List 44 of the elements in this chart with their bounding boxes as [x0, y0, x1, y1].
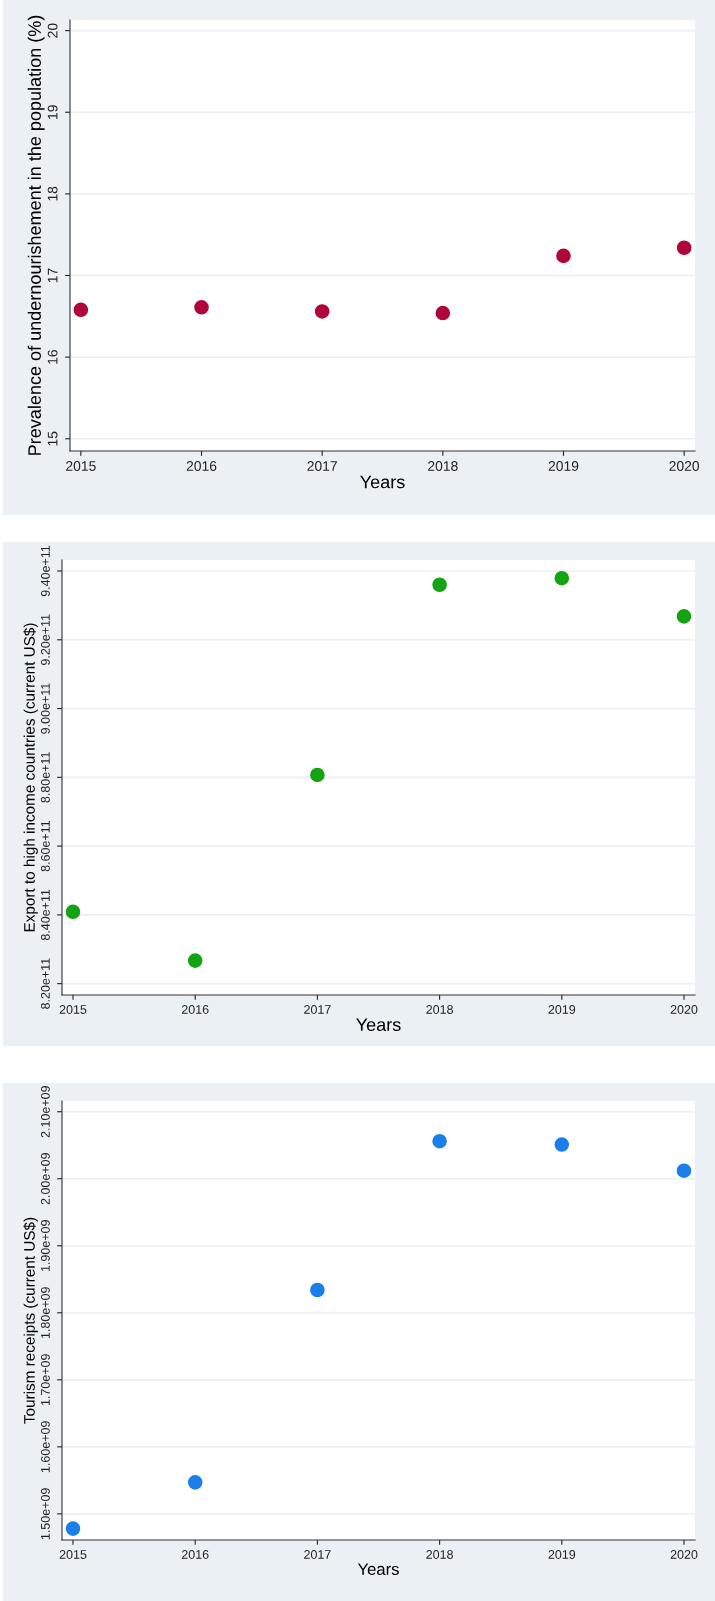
x-tick-label: 2020	[670, 1005, 698, 1014]
x-tick-label: 2015	[66, 461, 96, 471]
y-tick-label: 8.20e+11	[40, 958, 50, 1009]
y-axis-title: Export to high income countries (current US$)	[23, 623, 38, 932]
y-tick-label: 1.90e+09	[40, 1220, 50, 1272]
x-tick-label: 2019	[548, 1005, 576, 1014]
x-tick-label: 2019	[548, 1550, 576, 1559]
y-tick-label: 8.40e+11	[40, 889, 50, 941]
y-tick-label: 18	[47, 186, 58, 201]
y-axis-title: Tourism receipts (current US$)	[23, 1217, 38, 1424]
x-tick-label: 2016	[181, 1550, 209, 1559]
x-tick-label: 2018	[428, 461, 458, 471]
x-axis-title: Years	[357, 1563, 399, 1576]
x-axis-title: Years	[360, 475, 405, 489]
y-tick-label: 2.00e+09	[40, 1153, 50, 1205]
y-tick-label: 19	[47, 105, 58, 119]
x-tick-label: 2020	[670, 1550, 698, 1559]
x-tick-label: 2015	[59, 1005, 87, 1014]
x-tick-label: 2017	[307, 461, 337, 471]
x-tick-label: 2017	[304, 1550, 331, 1559]
x-tick-label: 2016	[181, 1005, 209, 1014]
y-tick-label: 1.50e+09	[40, 1488, 50, 1540]
x-axis-title: Years	[356, 1018, 401, 1032]
x-tick-label: 2015	[59, 1550, 87, 1559]
y-tick-label: 2.10e+09	[40, 1086, 50, 1138]
x-tick-label: 2017	[304, 1005, 331, 1014]
y-tick-label: 15	[47, 431, 58, 446]
y-tick-label: 1.80e+09	[40, 1287, 50, 1339]
y-tick-label: 1.70e+09	[40, 1354, 50, 1406]
y-tick-label: 8.80e+11	[40, 752, 50, 803]
x-tick-label: 2016	[186, 461, 217, 471]
y-tick-label: 9.40e+11	[40, 545, 50, 597]
x-tick-label: 2018	[426, 1005, 453, 1014]
x-tick-label: 2019	[548, 461, 579, 471]
y-tick-label: 9.20e+11	[40, 614, 50, 665]
y-tick-label: 8.60e+11	[40, 820, 50, 872]
y-axis-title: Prevalence of undernourishement in the population (%)	[27, 15, 45, 455]
y-tick-label: 20	[47, 23, 58, 38]
y-tick-label: 9.00e+11	[40, 683, 50, 734]
y-tick-label: 1.60e+09	[40, 1421, 50, 1473]
x-tick-label: 2020	[669, 461, 700, 471]
y-tick-label: 16	[47, 350, 58, 364]
x-tick-label: 2018	[426, 1550, 453, 1559]
y-tick-label: 17	[47, 268, 58, 283]
